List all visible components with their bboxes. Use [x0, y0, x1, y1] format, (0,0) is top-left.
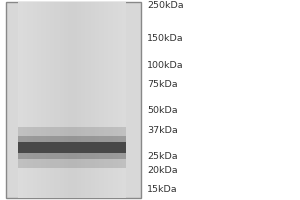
Bar: [32, 2, 33, 198]
Bar: [25, 2, 26, 198]
Bar: [42, 2, 44, 198]
Bar: [29, 2, 30, 198]
Bar: [81, 2, 83, 198]
Text: 100kDa: 100kDa: [147, 61, 184, 70]
Bar: [49, 2, 50, 198]
Bar: [112, 2, 114, 198]
Bar: [38, 2, 40, 198]
Bar: [45, 2, 46, 198]
Bar: [52, 2, 53, 198]
Bar: [23, 2, 25, 198]
Bar: [26, 2, 28, 198]
Bar: [68, 2, 69, 198]
Bar: [118, 2, 119, 198]
Bar: [37, 2, 38, 198]
Bar: [62, 2, 64, 198]
Text: 20kDa: 20kDa: [147, 166, 178, 175]
Bar: [33, 2, 34, 198]
Text: 25kDa: 25kDa: [147, 152, 178, 161]
Bar: [92, 2, 94, 198]
Bar: [80, 2, 82, 198]
Text: 250kDa: 250kDa: [147, 1, 184, 10]
Bar: [102, 2, 103, 198]
Bar: [18, 136, 126, 159]
Bar: [107, 2, 109, 198]
Bar: [77, 2, 79, 198]
Bar: [28, 2, 29, 198]
Bar: [110, 2, 111, 198]
Bar: [53, 2, 55, 198]
Bar: [89, 2, 91, 198]
Bar: [41, 2, 42, 198]
Bar: [111, 2, 112, 198]
Bar: [84, 2, 86, 198]
Bar: [64, 2, 65, 198]
Bar: [58, 2, 60, 198]
Bar: [122, 2, 123, 198]
Bar: [30, 2, 31, 198]
Bar: [22, 2, 23, 198]
Bar: [121, 2, 122, 198]
Bar: [104, 2, 106, 198]
Bar: [21, 2, 22, 198]
Bar: [85, 2, 87, 198]
Bar: [76, 2, 77, 198]
Bar: [123, 2, 125, 198]
Bar: [65, 2, 67, 198]
Bar: [88, 2, 89, 198]
Bar: [46, 2, 48, 198]
Bar: [91, 2, 92, 198]
Text: 150kDa: 150kDa: [147, 34, 184, 43]
Bar: [109, 2, 110, 198]
Bar: [114, 2, 115, 198]
Bar: [103, 2, 104, 198]
Bar: [94, 2, 95, 198]
Bar: [60, 2, 61, 198]
Bar: [55, 2, 56, 198]
Text: 50kDa: 50kDa: [147, 106, 178, 115]
Bar: [69, 2, 71, 198]
Bar: [67, 2, 68, 198]
Text: 37kDa: 37kDa: [147, 126, 178, 135]
Bar: [18, 2, 126, 198]
Bar: [61, 2, 62, 198]
Text: 15kDa: 15kDa: [147, 185, 178, 194]
Bar: [71, 2, 72, 198]
Bar: [72, 2, 73, 198]
Bar: [115, 2, 116, 198]
Bar: [106, 2, 107, 198]
Bar: [57, 2, 58, 198]
Bar: [44, 2, 45, 198]
Bar: [98, 2, 99, 198]
Bar: [100, 2, 102, 198]
Bar: [83, 2, 84, 198]
Bar: [6, 2, 141, 198]
Bar: [73, 2, 75, 198]
Bar: [95, 2, 96, 198]
Bar: [56, 2, 57, 198]
Bar: [35, 2, 37, 198]
Bar: [50, 2, 52, 198]
Bar: [125, 2, 126, 198]
Bar: [18, 2, 20, 198]
Bar: [18, 127, 126, 168]
Bar: [18, 142, 126, 153]
Bar: [75, 2, 76, 198]
Bar: [116, 2, 118, 198]
Bar: [34, 2, 35, 198]
Bar: [48, 2, 49, 198]
Bar: [40, 2, 41, 198]
Bar: [96, 2, 98, 198]
Bar: [79, 2, 80, 198]
Text: 75kDa: 75kDa: [147, 80, 178, 89]
Bar: [20, 2, 21, 198]
Bar: [119, 2, 121, 198]
Bar: [87, 2, 88, 198]
Bar: [99, 2, 100, 198]
